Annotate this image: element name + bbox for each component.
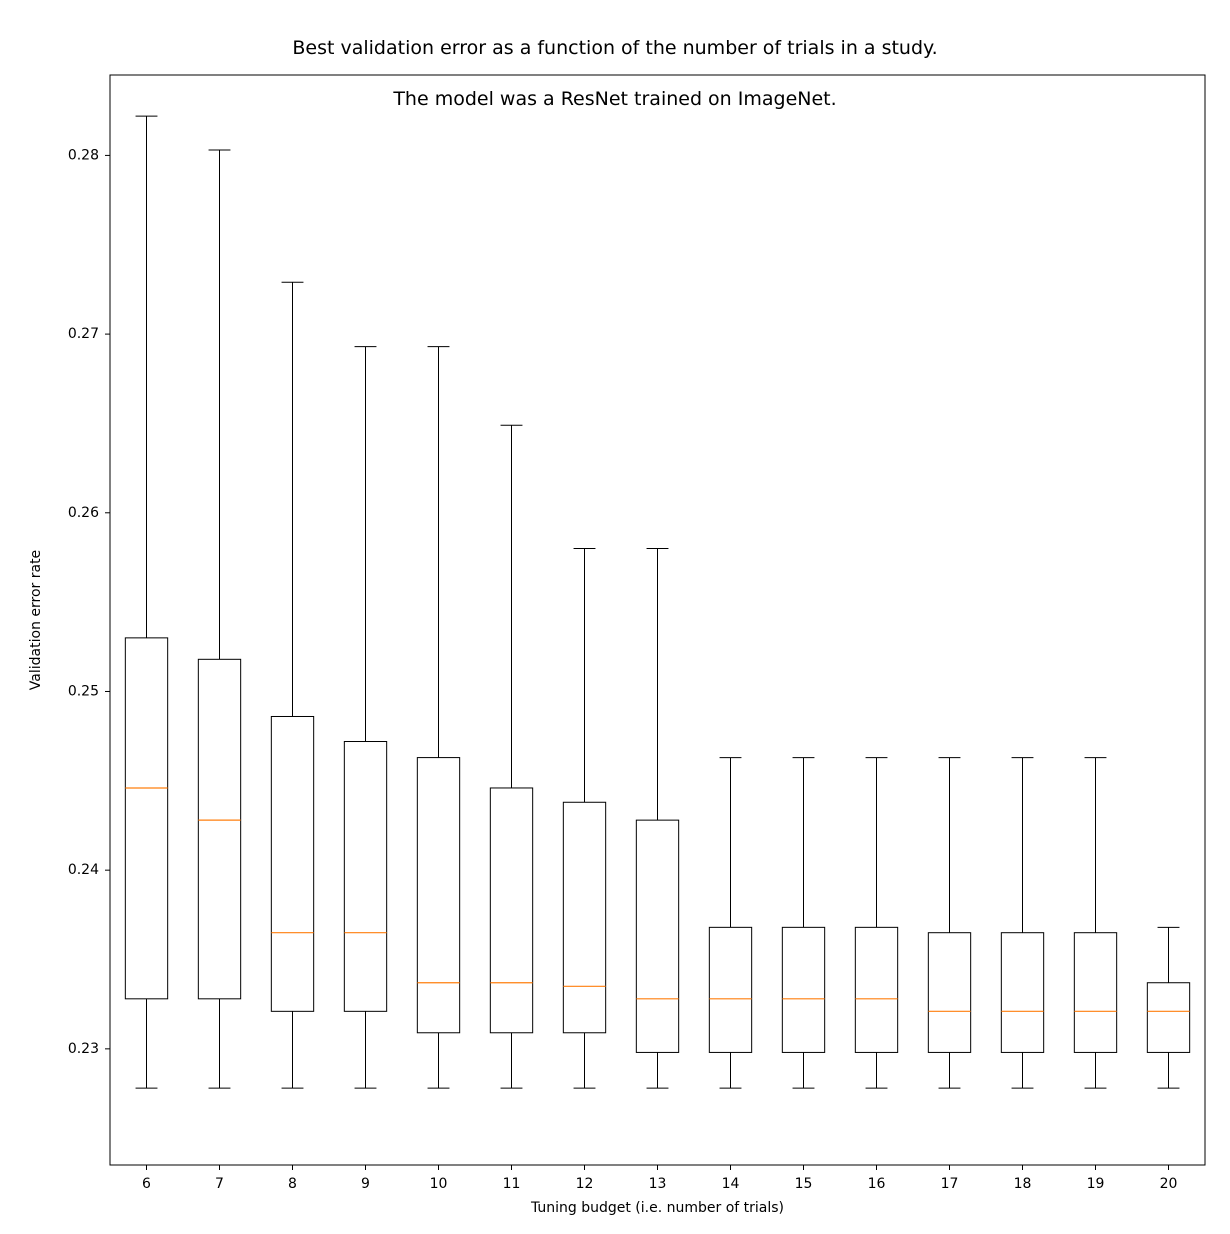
x-tick-label: 11 [503,1176,521,1192]
x-tick-label: 9 [361,1176,370,1192]
box [271,716,313,1011]
box [1001,933,1043,1053]
box [125,638,167,999]
y-tick-label: 0.25 [68,683,99,699]
x-tick-label: 19 [1087,1176,1105,1192]
x-tick-label: 17 [941,1176,959,1192]
box [855,927,897,1052]
x-tick-label: 14 [722,1176,740,1192]
y-axis-label: Validation error rate [28,550,44,690]
box [1074,933,1116,1053]
box [709,927,751,1052]
y-tick-label: 0.28 [68,147,99,163]
box [417,758,459,1033]
x-tick-label: 20 [1160,1176,1178,1192]
box [490,788,532,1033]
boxplot-chart: Best validation error as a function of t… [0,0,1230,1234]
x-tick-label: 6 [142,1176,151,1192]
y-tick-label: 0.23 [68,1041,99,1057]
y-tick-label: 0.27 [68,326,99,342]
x-tick-label: 10 [430,1176,448,1192]
box [782,927,824,1052]
x-tick-label: 18 [1014,1176,1032,1192]
x-tick-label: 16 [868,1176,886,1192]
box [563,802,605,1033]
x-tick-label: 7 [215,1176,224,1192]
x-tick-label: 12 [576,1176,594,1192]
x-axis-label: Tuning budget (i.e. number of trials) [530,1200,784,1216]
box [198,659,240,999]
y-tick-label: 0.26 [68,505,99,521]
plot-svg: 0.23 0.24 0.25 0.26 0.27 0.28 6 7 8 9 10 11 12 13 14 15… [0,0,1230,1234]
x-tick-label: 8 [288,1176,297,1192]
box [636,820,678,1052]
box [1147,983,1189,1053]
box [928,933,970,1053]
x-tick-label: 13 [649,1176,667,1192]
y-tick-label: 0.24 [68,862,99,878]
box [344,742,386,1012]
x-tick-label: 15 [795,1176,813,1192]
